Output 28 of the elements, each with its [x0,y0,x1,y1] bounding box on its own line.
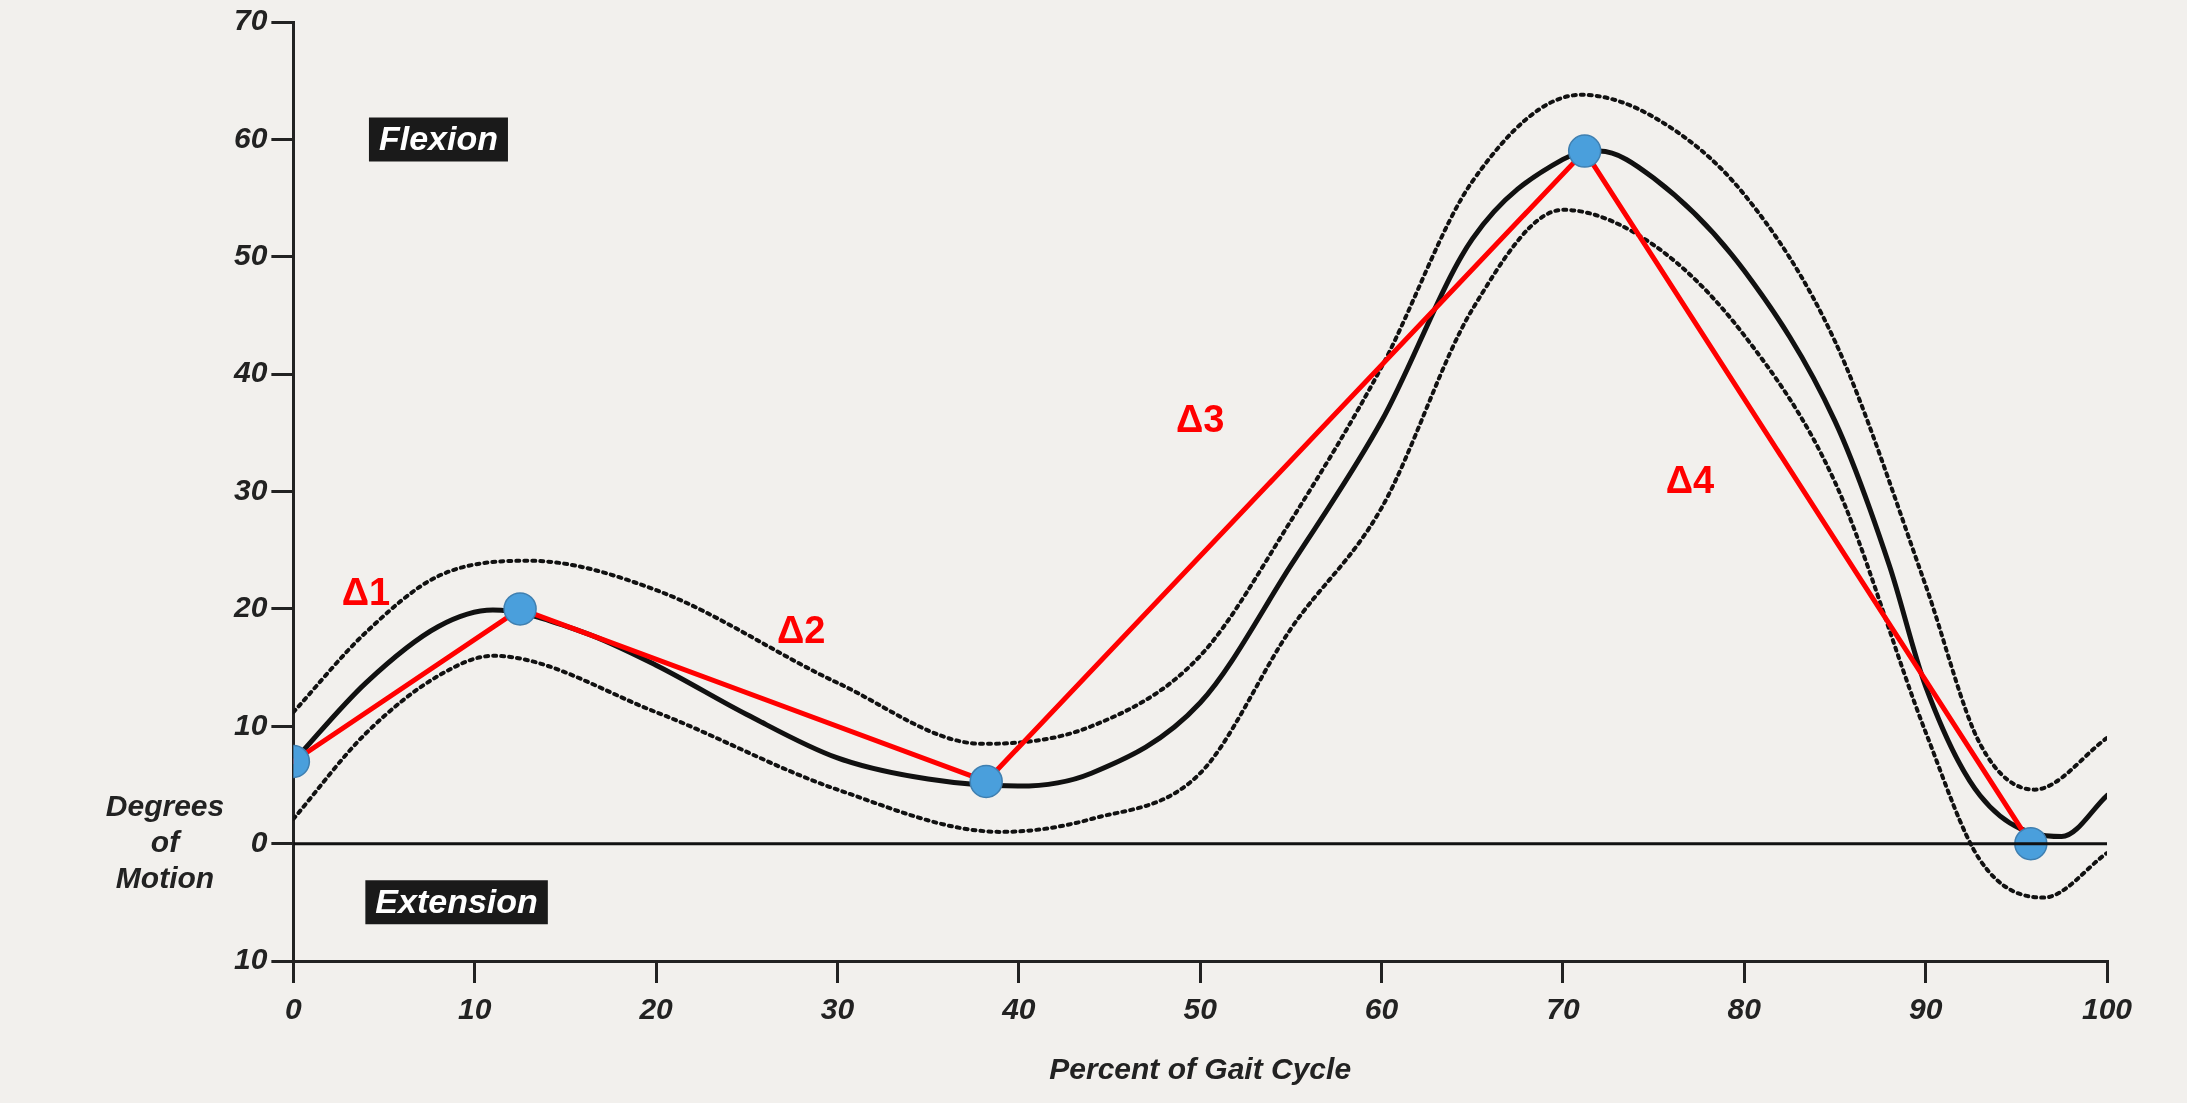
y-tick-label: 10 [233,707,268,741]
y-tick-label: 30 [233,472,268,506]
x-tick-label: 10 [458,992,492,1026]
y-tick-label: 60 [233,120,268,154]
x-tick-label: 70 [1546,992,1580,1026]
x-tick-label: 50 [1183,992,1218,1026]
y-tick-label: 70 [233,3,268,37]
annotation: Δ2 [776,608,826,651]
x-tick-label: 0 [285,992,303,1026]
y-tick-label: 50 [233,238,268,272]
x-tick-label: 30 [820,992,855,1026]
x-tick-label: 100 [2081,992,2133,1026]
annotation: Δ3 [1175,397,1225,440]
x-tick-label: 20 [638,992,674,1026]
y-axis-title: Degrees of Motion [105,788,225,894]
x-axis-title: Percent of Gait Cycle [1049,1052,1352,1086]
annotation: Δ1 [341,571,391,614]
x-tick-label: 60 [1364,992,1399,1026]
x-tick-label: 90 [1908,992,1943,1026]
annotation: Extension [375,881,538,920]
y-tick-label: 40 [232,355,268,389]
y-tick-label: 20 [232,590,268,624]
x-tick-label: 40 [1001,992,1036,1026]
y-tick-label: 0 [250,824,268,858]
annotation: Δ4 [1665,458,1715,501]
x-tick-label: 80 [1727,992,1762,1026]
annotation: Flexion [378,118,498,157]
y-tick-label: 10 [233,942,268,976]
